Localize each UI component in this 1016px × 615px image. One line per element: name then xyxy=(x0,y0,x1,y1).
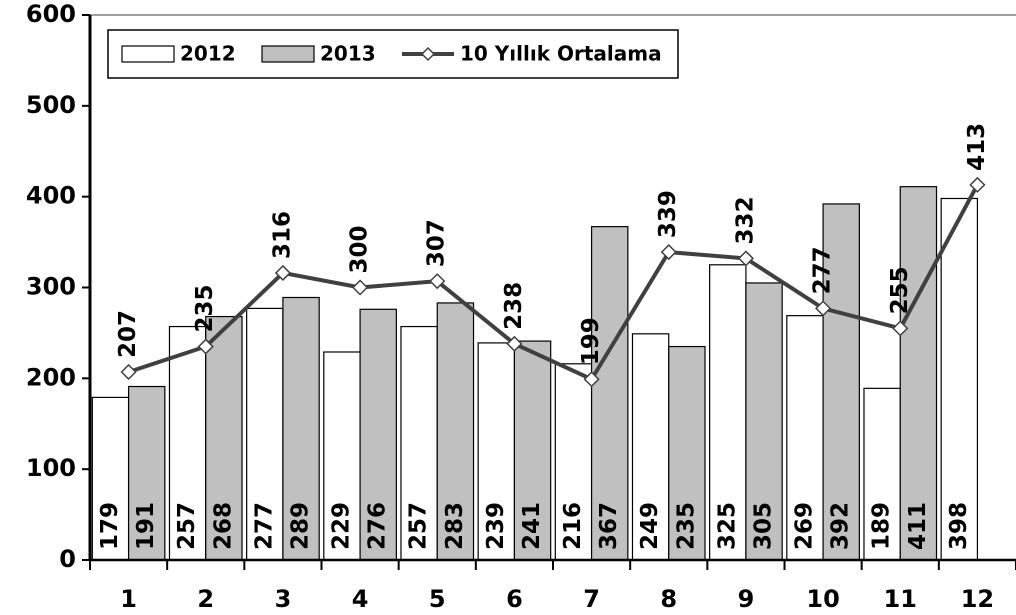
bar xyxy=(513,340,552,561)
x-tick-label: 10 xyxy=(806,585,839,613)
bar-value-label: 257 xyxy=(174,502,200,550)
line-value-label: 413 xyxy=(964,123,990,171)
x-tick-label: 5 xyxy=(429,585,446,613)
bar xyxy=(668,345,706,561)
bar-value-label: 269 xyxy=(791,502,817,550)
line-value-label: 235 xyxy=(192,285,218,333)
x-tick-label: 7 xyxy=(583,585,600,613)
line-value-label: 316 xyxy=(269,211,295,259)
legend-label: 2012 xyxy=(180,42,236,66)
legend-label: 2013 xyxy=(320,42,376,66)
bar-value-label: 216 xyxy=(560,502,586,550)
line-value-label: 199 xyxy=(578,317,604,365)
line-marker xyxy=(352,279,369,296)
y-tick-label: 400 xyxy=(26,182,76,210)
line-value-label: 207 xyxy=(115,310,141,358)
bar-value-label: 392 xyxy=(828,502,854,550)
x-tick-label: 4 xyxy=(352,585,369,613)
x-tick-label: 2 xyxy=(197,585,214,613)
line-value-label: 277 xyxy=(810,246,836,294)
bar xyxy=(323,351,361,561)
x-tick-label: 1 xyxy=(120,585,137,613)
bar xyxy=(359,308,397,561)
x-tick-label: 12 xyxy=(961,585,994,613)
bar-value-label: 239 xyxy=(483,502,509,550)
line-marker xyxy=(660,244,677,261)
bar xyxy=(91,396,130,561)
bar-value-label: 249 xyxy=(637,502,663,550)
bar xyxy=(436,302,475,561)
line-value-label: 255 xyxy=(887,266,913,314)
legend-box xyxy=(107,29,679,79)
legend-label: 10 Yıllık Ortalama xyxy=(460,42,662,66)
bar-value-label: 367 xyxy=(596,502,622,550)
line-value-label: 307 xyxy=(424,219,450,267)
line-value-label: 238 xyxy=(501,282,527,330)
bar-value-label: 229 xyxy=(328,502,354,550)
bar-value-label: 268 xyxy=(210,502,236,550)
bar-value-label: 276 xyxy=(365,502,391,550)
y-tick-label: 100 xyxy=(26,454,76,482)
bar xyxy=(709,264,747,561)
line-series xyxy=(127,183,980,382)
x-tick-label: 11 xyxy=(884,585,917,613)
y-tick-label: 0 xyxy=(59,545,76,573)
y-tick-label: 600 xyxy=(26,0,76,28)
x-tick-label: 9 xyxy=(738,585,755,613)
bar xyxy=(205,315,243,561)
bar-value-label: 189 xyxy=(869,502,895,550)
bar xyxy=(940,197,979,561)
legend-marker xyxy=(420,46,436,62)
legend-swatch xyxy=(261,45,315,63)
bar-value-label: 411 xyxy=(905,502,931,550)
y-tick-label: 200 xyxy=(26,363,76,391)
bar-value-label: 191 xyxy=(133,502,159,550)
line-marker xyxy=(197,338,214,355)
bar xyxy=(282,296,320,561)
bar xyxy=(631,333,670,561)
line-marker xyxy=(815,300,832,317)
line-marker xyxy=(506,335,523,352)
bar-value-label: 235 xyxy=(673,502,699,550)
bar-value-label: 398 xyxy=(946,502,972,550)
y-tick-label: 500 xyxy=(26,91,76,119)
bar-value-label: 277 xyxy=(251,502,277,550)
line-value-label: 332 xyxy=(732,196,758,244)
line-marker xyxy=(892,320,909,337)
line-marker xyxy=(583,371,600,388)
x-tick-label: 3 xyxy=(275,585,292,613)
x-tick-label: 8 xyxy=(660,585,677,613)
x-tick-label: 6 xyxy=(506,585,523,613)
bar-value-label: 289 xyxy=(288,502,314,550)
line-marker xyxy=(274,264,291,282)
line-marker xyxy=(737,250,754,267)
line-marker xyxy=(120,363,137,381)
bar-value-label: 257 xyxy=(406,502,432,550)
bar xyxy=(822,203,860,561)
line-marker xyxy=(429,273,446,290)
bar-value-label: 283 xyxy=(442,502,468,550)
y-tick-label: 300 xyxy=(26,273,76,301)
bar xyxy=(786,315,824,561)
bar-value-label: 241 xyxy=(519,502,545,550)
line-value-label: 300 xyxy=(347,225,373,273)
legend-swatch xyxy=(121,45,175,63)
bar xyxy=(477,342,516,561)
bar xyxy=(745,282,783,561)
bar-value-label: 325 xyxy=(714,502,740,550)
bar-value-label: 305 xyxy=(751,502,777,550)
line-value-label: 339 xyxy=(655,190,681,238)
line-marker xyxy=(969,176,986,193)
bar-value-label: 179 xyxy=(97,502,123,550)
bar xyxy=(590,226,629,561)
